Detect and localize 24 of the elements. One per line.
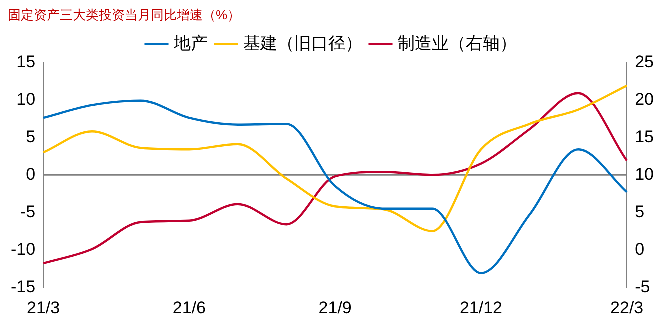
x-tick-label: 21/12 bbox=[460, 298, 502, 318]
y2-tick-label: 25 bbox=[635, 52, 654, 72]
legend-label: 地产 bbox=[172, 34, 208, 53]
x-tick-label: 21/3 bbox=[27, 298, 60, 318]
y-tick-label: 0 bbox=[26, 164, 36, 184]
y-tick-label: 15 bbox=[16, 52, 36, 72]
chart-title: 固定资产三大类投资当月同比增速（%） bbox=[8, 7, 241, 22]
y2-tick-label: 5 bbox=[635, 202, 645, 222]
legend-label: 基建（旧口径） bbox=[243, 34, 362, 53]
y-tick-label: 5 bbox=[26, 127, 36, 146]
y2-tick-label: 20 bbox=[635, 90, 654, 109]
x-tick-label: 21/9 bbox=[318, 298, 352, 318]
line-series bbox=[42, 84, 628, 232]
y2-tick-label: 0 bbox=[635, 240, 645, 259]
x-tick-label: 21/6 bbox=[172, 298, 206, 318]
y2-tick-label: 15 bbox=[635, 127, 654, 146]
y-tick-label: -15 bbox=[10, 277, 36, 296]
y2-tick-label: 10 bbox=[635, 164, 654, 184]
y-tick-label: -10 bbox=[10, 240, 36, 259]
x-tick-label: 22/3 bbox=[610, 298, 644, 318]
y-tick-label: -5 bbox=[20, 202, 36, 222]
y2-tick-label: -5 bbox=[635, 277, 650, 296]
legend-label: 制造业（右轴） bbox=[398, 34, 517, 53]
y-tick-label: 10 bbox=[16, 90, 36, 109]
